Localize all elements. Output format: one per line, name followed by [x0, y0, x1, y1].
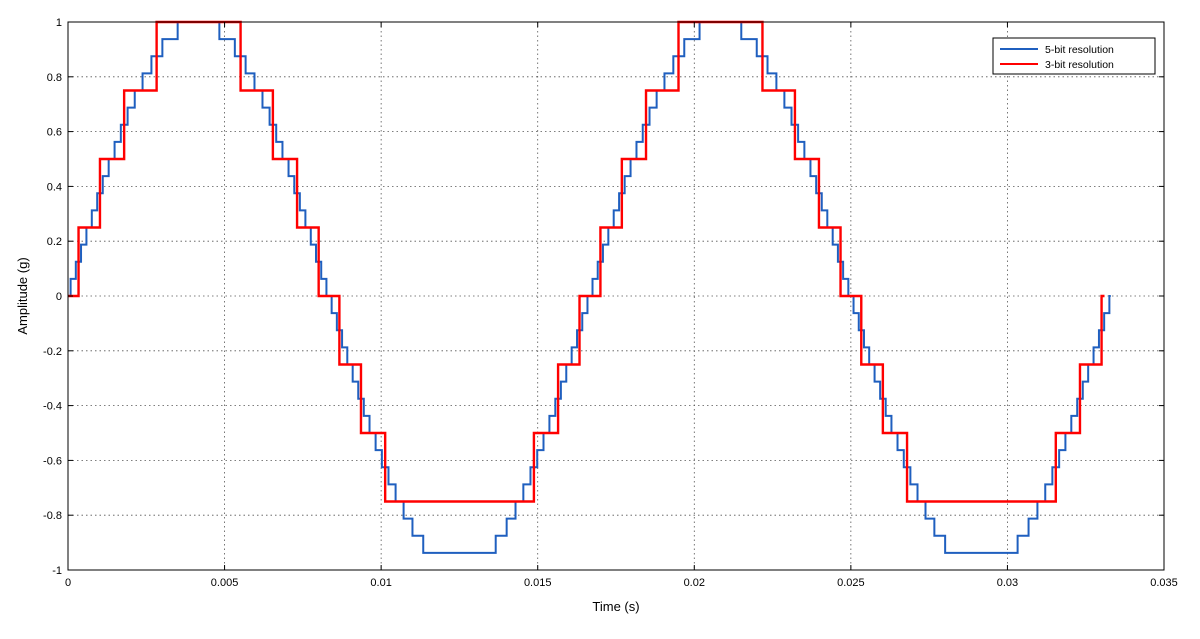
x-axis-title: Time (s) [592, 599, 639, 614]
y-tick-label: -0.6 [43, 455, 62, 467]
y-tick-label: -0.2 [43, 346, 62, 358]
y-tick-label: 0.8 [47, 72, 62, 84]
legend-label-3-bit: 3-bit resolution [1045, 59, 1114, 71]
axis-ticks [67, 21, 1165, 571]
grid-lines [68, 22, 1164, 570]
x-tick-label: 0.025 [837, 577, 865, 589]
x-tick-label: 0.03 [997, 577, 1018, 589]
x-tick-label: 0.01 [370, 577, 391, 589]
y-axis-title: Amplitude (g) [15, 257, 30, 334]
legend: 5-bit resolution 3-bit resolution [992, 37, 1156, 75]
y-tick-label: -1 [52, 565, 62, 577]
legend-label-5-bit: 5-bit resolution [1045, 44, 1114, 56]
y-tick-label: 0.6 [47, 127, 62, 139]
x-tick-label: 0.035 [1150, 577, 1178, 589]
x-tick-labels: 0 0.005 0.01 0.015 0.02 0.025 0.03 0.035 [65, 577, 1178, 589]
legend-box [992, 37, 1156, 75]
x-tick-label: 0.02 [684, 577, 705, 589]
series-line-3-bit [68, 20, 1105, 503]
y-tick-label: -0.8 [43, 510, 62, 522]
x-tick-label: 0.015 [524, 577, 552, 589]
y-tick-label: -0.4 [43, 401, 62, 413]
plot-background [68, 22, 1164, 570]
y-tick-label: 0.2 [47, 236, 62, 248]
x-tick-label: 0.005 [211, 577, 239, 589]
y-tick-label: 0.4 [47, 181, 62, 193]
series-lines [68, 20, 1111, 554]
x-tick-label: 0 [65, 577, 71, 589]
y-tick-label: 1 [56, 17, 62, 29]
y-tick-labels: 1 0.8 0.6 0.4 0.2 0 -0.2 -0.4 -0.6 -0.8 -1 [43, 17, 62, 577]
y-tick-label: 0 [56, 291, 62, 303]
